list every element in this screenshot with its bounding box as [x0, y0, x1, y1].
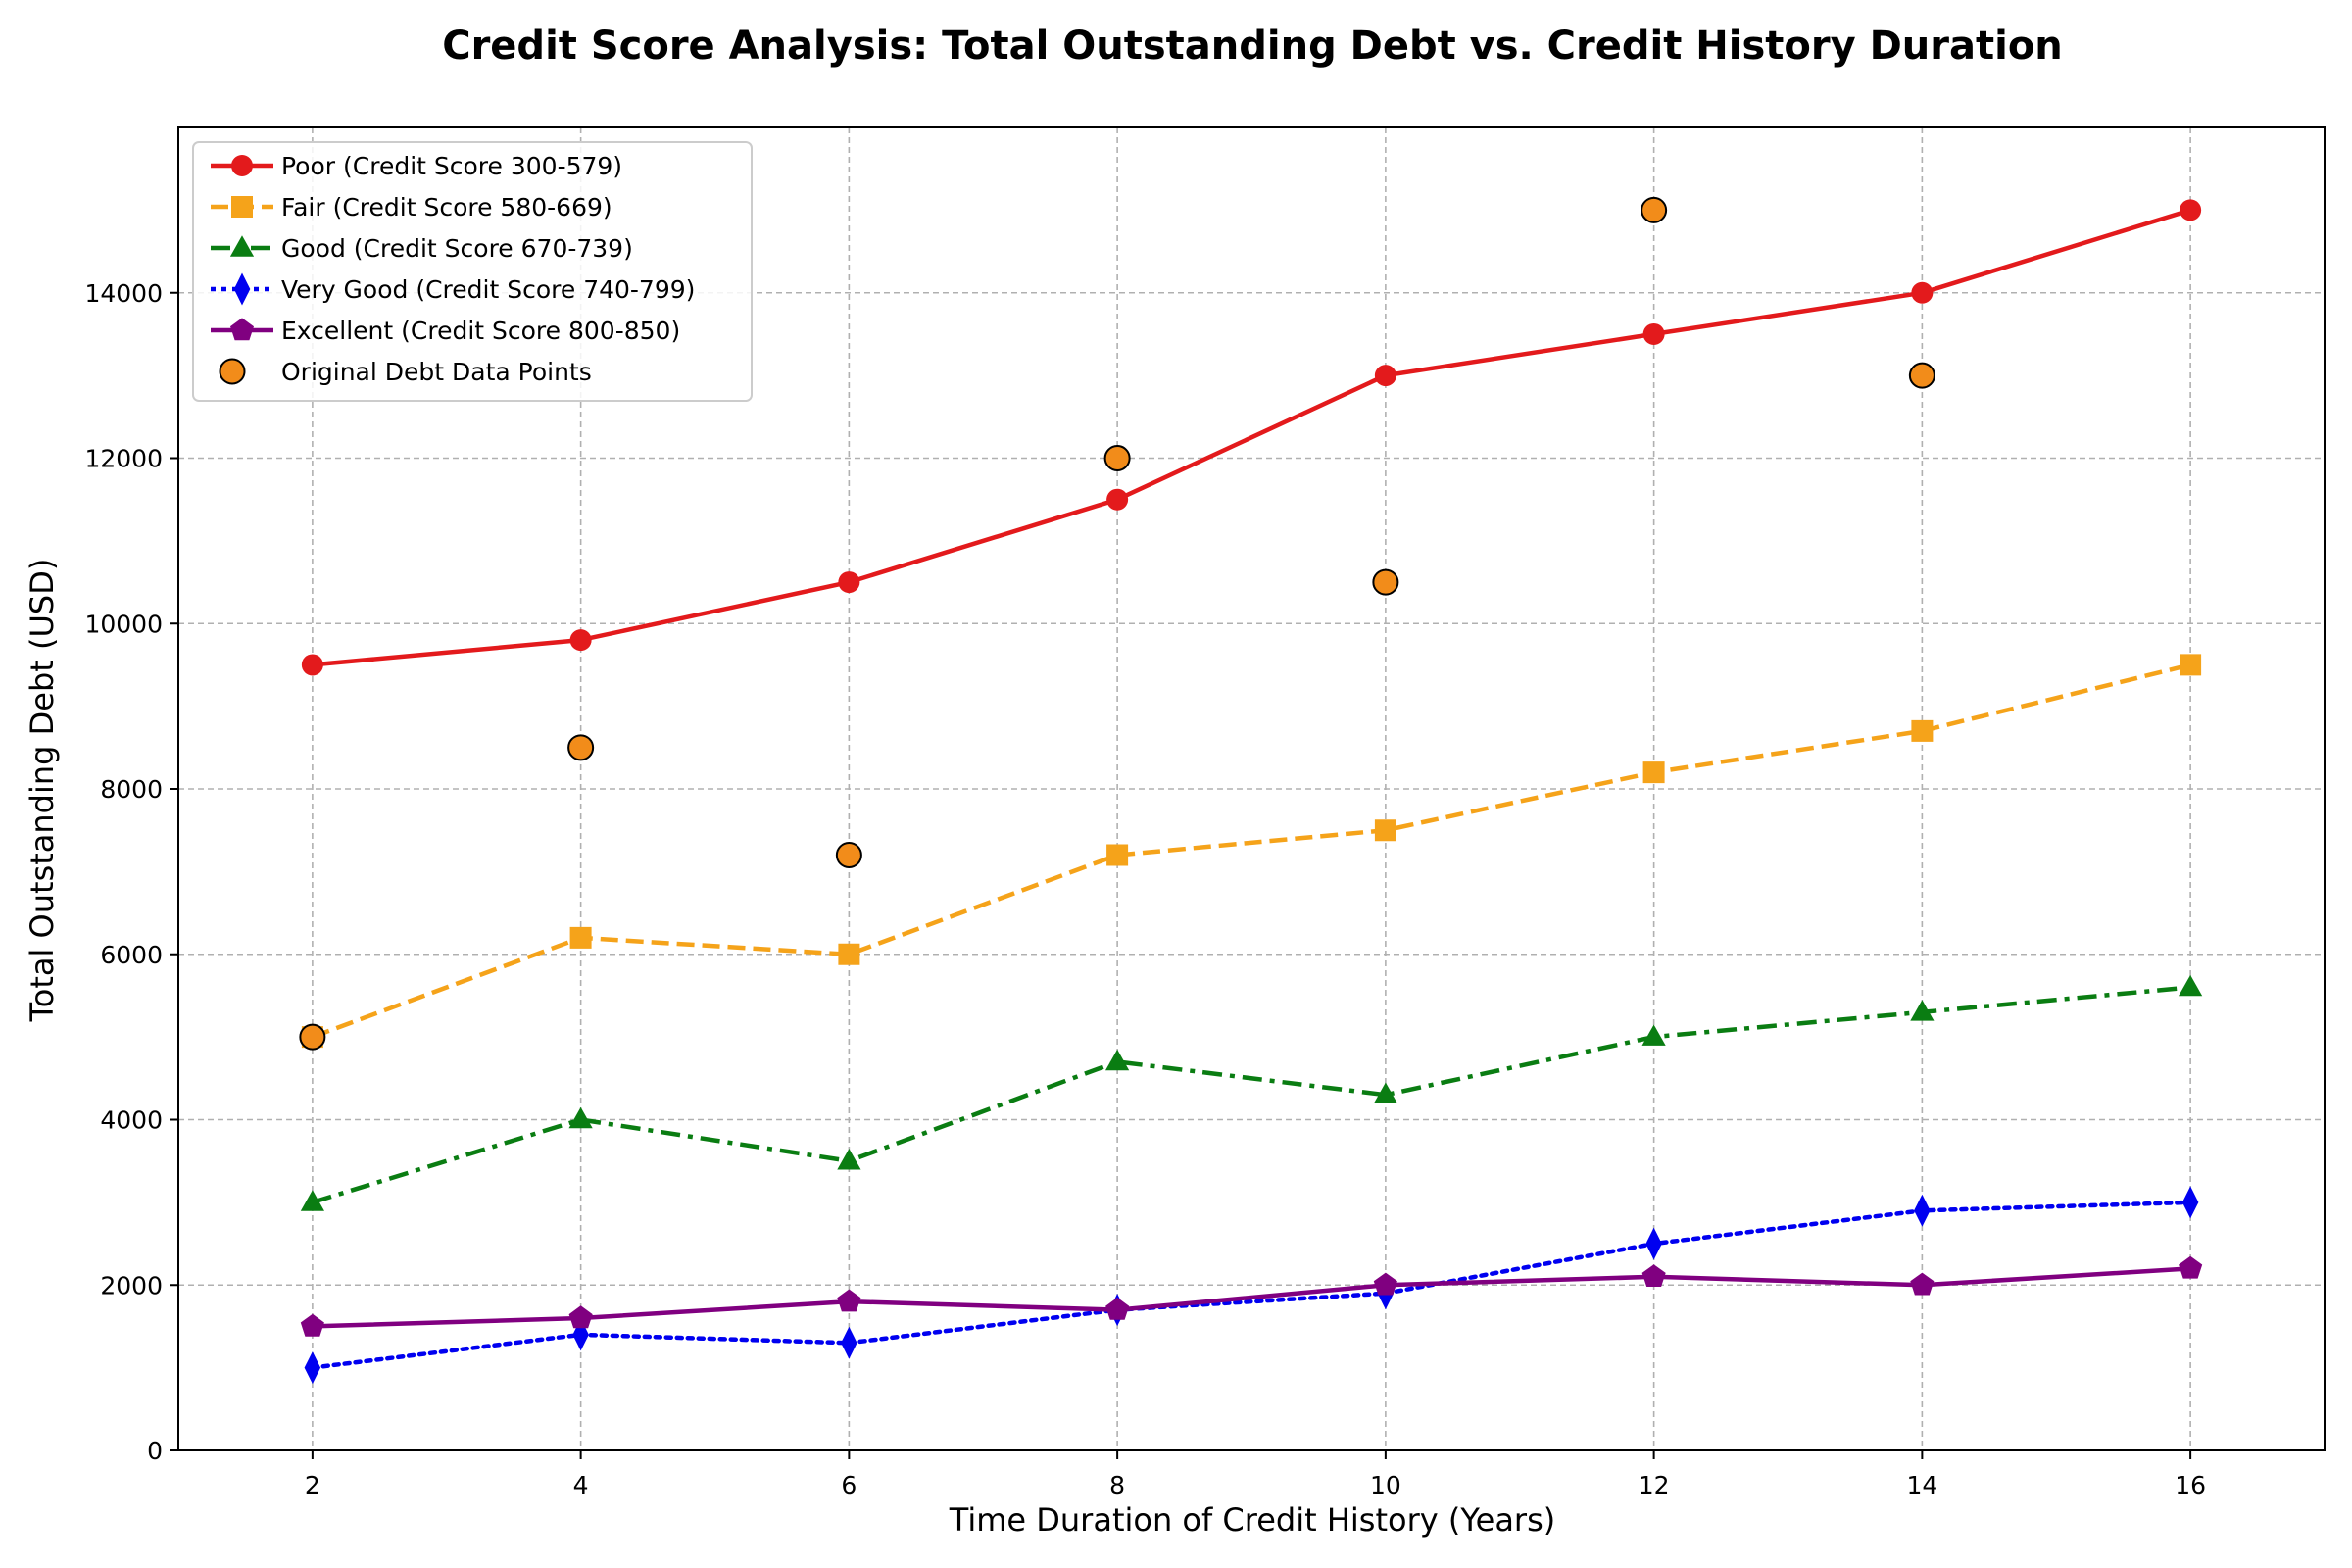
legend-label: Excellent (Credit Score 800-850) [281, 317, 680, 345]
data-point [568, 1106, 593, 1129]
data-point [1105, 1049, 1130, 1071]
data-point [2181, 1186, 2199, 1219]
y-tick-label: 8000 [100, 775, 163, 804]
scatter-point [299, 1023, 326, 1051]
data-point [1642, 761, 1665, 784]
data-point [1373, 1272, 1397, 1296]
legend-marker [233, 272, 251, 306]
data-point [300, 1190, 324, 1211]
data-point [568, 1305, 593, 1329]
data-point [1911, 281, 1934, 304]
data-point [838, 571, 860, 594]
x-tick-label: 16 [2175, 1471, 2206, 1499]
data-point [1373, 1082, 1397, 1103]
data-point [1374, 365, 1396, 387]
data-point [1106, 844, 1129, 866]
y-tick-label: 12000 [84, 445, 163, 473]
series-line [310, 1200, 2193, 1370]
chart-title: Credit Score Analysis: Total Outstanding… [442, 24, 2063, 69]
data-point [569, 629, 592, 652]
data-point [569, 926, 592, 949]
y-tick-label: 6000 [100, 941, 163, 969]
legend-entry: Poor (Credit Score 300-579) [211, 152, 622, 180]
y-tick-label: 10000 [84, 610, 163, 638]
data-point [841, 1326, 858, 1359]
legend-marker [229, 235, 255, 257]
x-tick-label: 14 [1906, 1471, 1937, 1499]
legend-label: Original Debt Data Points [281, 358, 592, 386]
data-point [837, 1289, 861, 1312]
data-point [304, 1351, 321, 1385]
series-line [312, 662, 2191, 1040]
legend-marker [219, 358, 246, 385]
legend-entry: Very Good (Credit Score 740-799) [211, 272, 695, 306]
y-tick-label: 2000 [100, 1271, 163, 1299]
scatter-point [1372, 568, 1399, 596]
legend-label: Very Good (Credit Score 740-799) [281, 275, 695, 304]
data-point [1642, 322, 1665, 345]
y-tick-label: 4000 [100, 1106, 163, 1135]
scatter-series [299, 196, 1936, 1051]
data-point [1911, 719, 1934, 742]
data-point [2180, 199, 2202, 221]
data-point [300, 1313, 324, 1337]
axes-ticks: 2 4 6 8 10 12 14 16 0 2000 4000 6000 8000 10000 12000 1… [84, 279, 2206, 1499]
grid [178, 127, 2325, 1450]
legend-box [192, 141, 753, 402]
plot-area [299, 196, 2203, 1385]
data-point [1374, 819, 1396, 842]
series-5 [300, 1255, 2203, 1337]
legend-entry: Original Debt Data Points [219, 358, 592, 386]
data-point [1910, 1000, 1935, 1021]
legend: Poor (Credit Score 300-579) Fair (Credit … [192, 141, 753, 402]
legend-marker [231, 196, 253, 218]
x-axis-label: Time Duration of Credit History (Years) [949, 1501, 1555, 1539]
series-3 [300, 974, 2203, 1211]
data-point [1910, 1272, 1935, 1296]
scatter-point [1641, 196, 1668, 223]
data-point [1106, 488, 1129, 511]
data-point [1645, 1227, 1662, 1260]
data-point [1642, 1264, 1666, 1287]
data-point [838, 943, 860, 965]
legend-entry: Fair (Credit Score 580-669) [211, 193, 612, 221]
data-point [1914, 1194, 1931, 1227]
series-line [312, 985, 2191, 1205]
x-tick-label: 12 [1639, 1471, 1670, 1499]
legend-label: Good (Credit Score 670-739) [281, 234, 633, 263]
y-tick-label: 14000 [84, 279, 163, 308]
legend-entry: Excellent (Credit Score 800-850) [211, 317, 680, 345]
scatter-point [1908, 362, 1936, 389]
data-point [2179, 974, 2203, 997]
data-point [2179, 1255, 2203, 1279]
data-point [2180, 654, 2202, 676]
series-line [312, 1266, 2191, 1329]
x-tick-label: 8 [1109, 1471, 1125, 1499]
series-line [312, 208, 2191, 667]
x-tick-label: 6 [841, 1471, 857, 1499]
scatter-point [1103, 445, 1131, 471]
legend-marker [230, 318, 254, 341]
scatter-point [835, 842, 862, 868]
x-tick-label: 10 [1370, 1471, 1401, 1499]
data-point [1642, 1024, 1666, 1046]
y-axis-label: Total Outstanding Debt (USD) [24, 559, 61, 1023]
data-point [837, 1149, 861, 1170]
legend-label: Fair (Credit Score 580-669) [281, 193, 612, 221]
x-tick-label: 4 [573, 1471, 589, 1499]
scatter-point [567, 734, 595, 761]
legend-marker [231, 155, 253, 176]
x-tick-label: 2 [305, 1471, 320, 1499]
series-1 [301, 199, 2202, 676]
data-point [1105, 1297, 1130, 1320]
data-point [301, 654, 323, 676]
y-tick-label: 0 [147, 1437, 163, 1465]
legend-label: Poor (Credit Score 300-579) [281, 152, 622, 180]
legend-entry: Good (Credit Score 670-739) [211, 234, 633, 263]
